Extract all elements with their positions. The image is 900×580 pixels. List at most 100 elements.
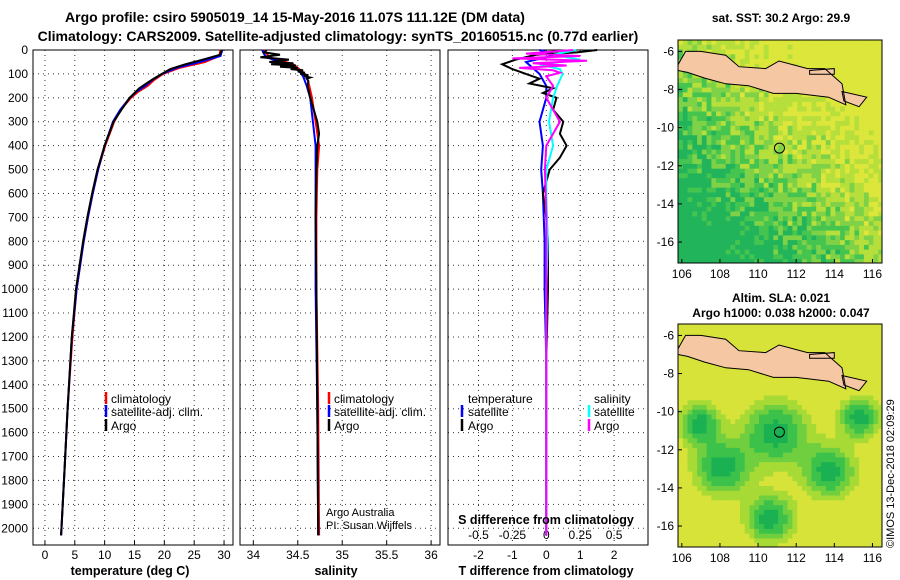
map-cell (754, 424, 760, 430)
map-cell (711, 206, 717, 213)
map-cell (701, 44, 708, 51)
map-cell (754, 490, 760, 497)
map-cell (878, 395, 882, 401)
map-cell (854, 206, 860, 213)
map-cell (801, 163, 808, 170)
map-cell (854, 244, 860, 251)
map-cell (763, 144, 770, 151)
map-cell (854, 462, 860, 468)
map-cell (730, 495, 736, 501)
map-cell (782, 116, 789, 122)
map-cell (773, 163, 779, 170)
map-cell (706, 154, 712, 160)
map-cell (849, 524, 855, 530)
map-cell (759, 528, 765, 535)
map-cell (768, 481, 774, 487)
map-cell (787, 144, 793, 151)
map-cell (730, 543, 736, 547)
map-cell (854, 352, 860, 358)
map-cell (778, 130, 784, 136)
map-cell (740, 130, 746, 136)
map-cell (840, 240, 846, 246)
map-cell (797, 125, 803, 132)
map-cell (687, 144, 693, 151)
map-cell (868, 87, 875, 93)
map-cell (720, 462, 727, 468)
map-cell (787, 230, 793, 236)
map-cell (811, 381, 817, 387)
map-cell (806, 40, 813, 46)
map-cell (806, 101, 813, 108)
map-cell (816, 424, 822, 430)
map-cell (768, 428, 774, 435)
map-cell (720, 125, 727, 132)
map-cell (716, 538, 722, 544)
map-cell (716, 140, 722, 146)
map-cell (720, 519, 727, 525)
map-cell (835, 240, 841, 246)
map-cell (868, 476, 875, 482)
map-cell (787, 328, 793, 335)
map-cell (735, 82, 741, 89)
map-cell (825, 414, 832, 420)
map-cell (787, 381, 793, 387)
map-cell (854, 466, 860, 473)
map-cell (697, 419, 703, 425)
map-cell (692, 163, 698, 170)
map-cell (811, 405, 817, 411)
map-cell (811, 106, 817, 113)
map-cell (840, 73, 846, 79)
map-cell (792, 376, 798, 382)
map-cell (854, 524, 860, 530)
map-cell (740, 428, 746, 435)
map-cell (678, 135, 684, 141)
map-cell (701, 40, 708, 46)
map-cell (859, 192, 865, 198)
map-cell (863, 524, 870, 530)
map-cell (792, 514, 798, 520)
map-cell (787, 543, 793, 547)
map-cell (682, 125, 689, 132)
map-cell (678, 338, 684, 344)
map-cell (844, 63, 851, 70)
map-cell (797, 235, 803, 241)
map-cell (797, 443, 803, 449)
map-cell (735, 140, 741, 146)
map-cell (854, 82, 860, 89)
map-y-tick-label: -8 (663, 367, 674, 381)
map-cell (749, 49, 755, 55)
map-cell (854, 216, 860, 222)
map-cell (716, 414, 722, 420)
map-cell (716, 106, 722, 113)
map-cell (768, 471, 774, 478)
series-argo (60, 49, 223, 536)
map-cell (678, 125, 684, 132)
map-cell (697, 197, 703, 203)
map-cell (868, 447, 875, 454)
map-cell (720, 49, 727, 55)
map-cell (806, 495, 813, 501)
map-cell (859, 178, 865, 184)
map-cell (863, 178, 870, 184)
map-cell (697, 481, 703, 487)
map-cell (740, 419, 746, 425)
map-cell (711, 486, 717, 492)
map-cell (716, 97, 722, 103)
map-cell (859, 59, 865, 65)
map-cell (811, 206, 817, 213)
map-cell (873, 352, 879, 358)
map-cell (811, 244, 817, 251)
map-cell (763, 178, 770, 184)
map-cell (730, 121, 736, 127)
map-cell (840, 192, 846, 198)
map-cell (778, 528, 784, 535)
map-cell (825, 424, 832, 430)
map-cell (763, 347, 770, 354)
map-cell (687, 424, 693, 430)
map-cell (840, 414, 846, 420)
map-cell (782, 125, 789, 132)
map-cell (863, 414, 870, 420)
map-cell (801, 409, 808, 416)
map-cell (720, 235, 727, 241)
map-cell (682, 538, 689, 544)
